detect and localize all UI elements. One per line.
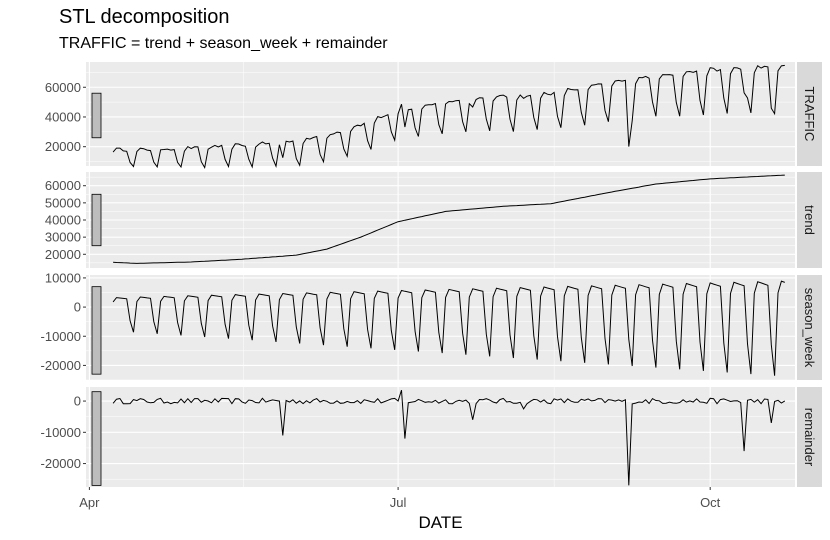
series-line-TRAFFIC — [112, 64, 785, 170]
y-tick-label: 50000 — [45, 195, 81, 210]
y-tick-label: 40000 — [45, 109, 81, 124]
y-tick-label: -10000 — [41, 329, 81, 344]
y-tick-label: 0 — [74, 300, 81, 315]
facet-strip — [797, 172, 822, 268]
y-tick-label: 10000 — [45, 270, 81, 285]
y-tick-label: 20000 — [45, 139, 81, 154]
y-tick-label: -10000 — [41, 425, 81, 440]
facet-strip-label: season_week — [802, 288, 817, 368]
panel-background — [86, 275, 795, 380]
x-tick-label: Jul — [390, 495, 407, 510]
x-tick-label: Apr — [79, 495, 100, 510]
scale-bar — [91, 92, 102, 139]
y-tick-label: -20000 — [41, 456, 81, 471]
panel-season-week: -20000 -10000 0 10000 season_week — [41, 270, 822, 381]
scale-bar — [91, 286, 102, 375]
facet-strip-label: remainder — [802, 408, 817, 467]
panel-background — [86, 62, 795, 166]
y-tick-label: 0 — [74, 394, 81, 409]
series-line-trend — [113, 174, 785, 264]
y-tick-label: -20000 — [41, 358, 81, 373]
y-tick-label: 60000 — [45, 80, 81, 95]
series-line-remainder — [112, 389, 786, 486]
facet-strip-label: trend — [802, 205, 817, 235]
scale-bar — [91, 391, 102, 486]
chart-title: STL decomposition — [59, 6, 230, 28]
facet-strip — [797, 275, 822, 380]
y-tick-label: 60000 — [45, 178, 81, 193]
x-axis-label: DATE — [418, 513, 462, 532]
panel-trend: 20000 30000 40000 50000 60000 trend — [45, 172, 822, 268]
facet-strip-label: TRAFFIC — [802, 87, 817, 142]
y-tick-label: 40000 — [45, 213, 81, 228]
panel-remainder: -20000 -10000 0 remainder — [41, 387, 822, 487]
chart-subtitle: TRAFFIC = trend + season_week + remainde… — [59, 35, 388, 52]
panel-TRAFFIC: 20000 40000 60000 TRAFFIC — [45, 62, 822, 170]
series-line-season-week — [112, 280, 785, 376]
facet-strip — [797, 62, 822, 166]
scale-bar — [91, 193, 102, 247]
facet-strip — [797, 387, 822, 487]
y-tick-label: 30000 — [45, 230, 81, 245]
x-tick-label: Oct — [700, 495, 721, 510]
y-tick-label: 20000 — [45, 247, 81, 262]
